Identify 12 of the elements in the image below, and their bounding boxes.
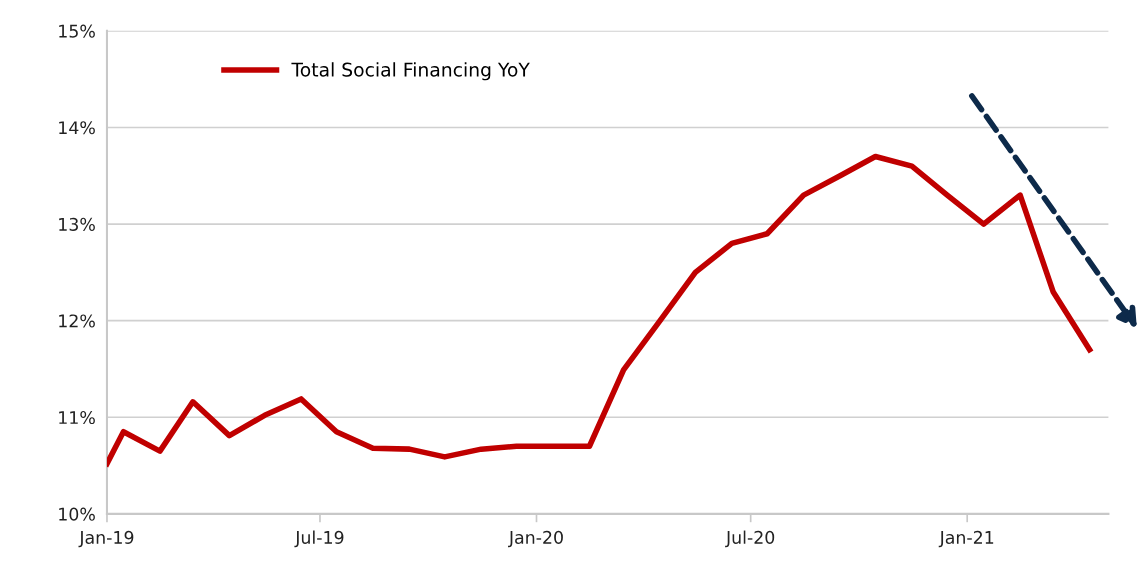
y-tick-label: 13% <box>59 217 95 231</box>
x-tick-label: Jul-19 <box>294 530 344 548</box>
y-tick-label: 14% <box>59 121 95 135</box>
x-tick-label: Jan-21 <box>938 530 994 548</box>
x-tick-label: Jan-19 <box>78 530 134 548</box>
y-tick-label: 11% <box>59 410 95 425</box>
y-tick-label: 12% <box>59 314 95 328</box>
y-tick-label: 10% <box>59 507 95 521</box>
x-tick-label: Jan-20 <box>508 530 563 548</box>
y-tick-label: 15% <box>59 24 95 38</box>
legend-label: Total Social Financing YoY <box>291 62 530 81</box>
x-tick-label: Jul-20 <box>725 530 775 548</box>
